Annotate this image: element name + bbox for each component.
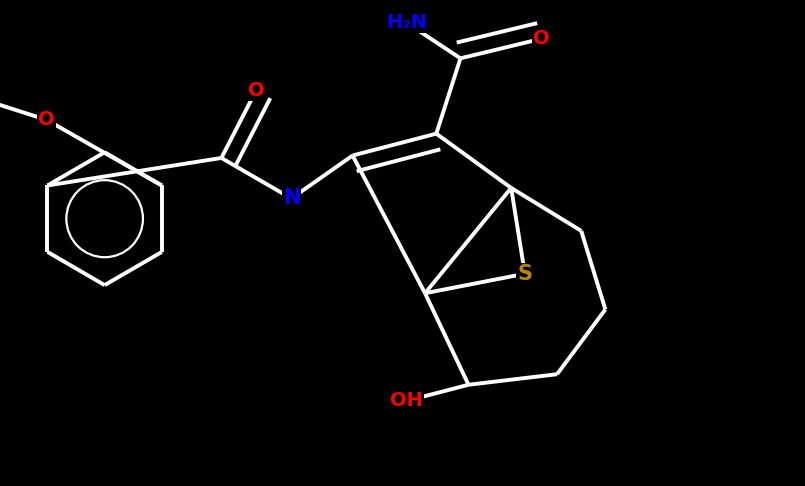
Text: OH: OH (390, 391, 423, 411)
Text: H₂N: H₂N (386, 13, 427, 32)
Text: O: O (39, 110, 55, 129)
Text: O: O (533, 29, 549, 49)
Text: O: O (248, 81, 264, 100)
Text: N: N (283, 189, 300, 208)
Text: S: S (518, 264, 532, 284)
